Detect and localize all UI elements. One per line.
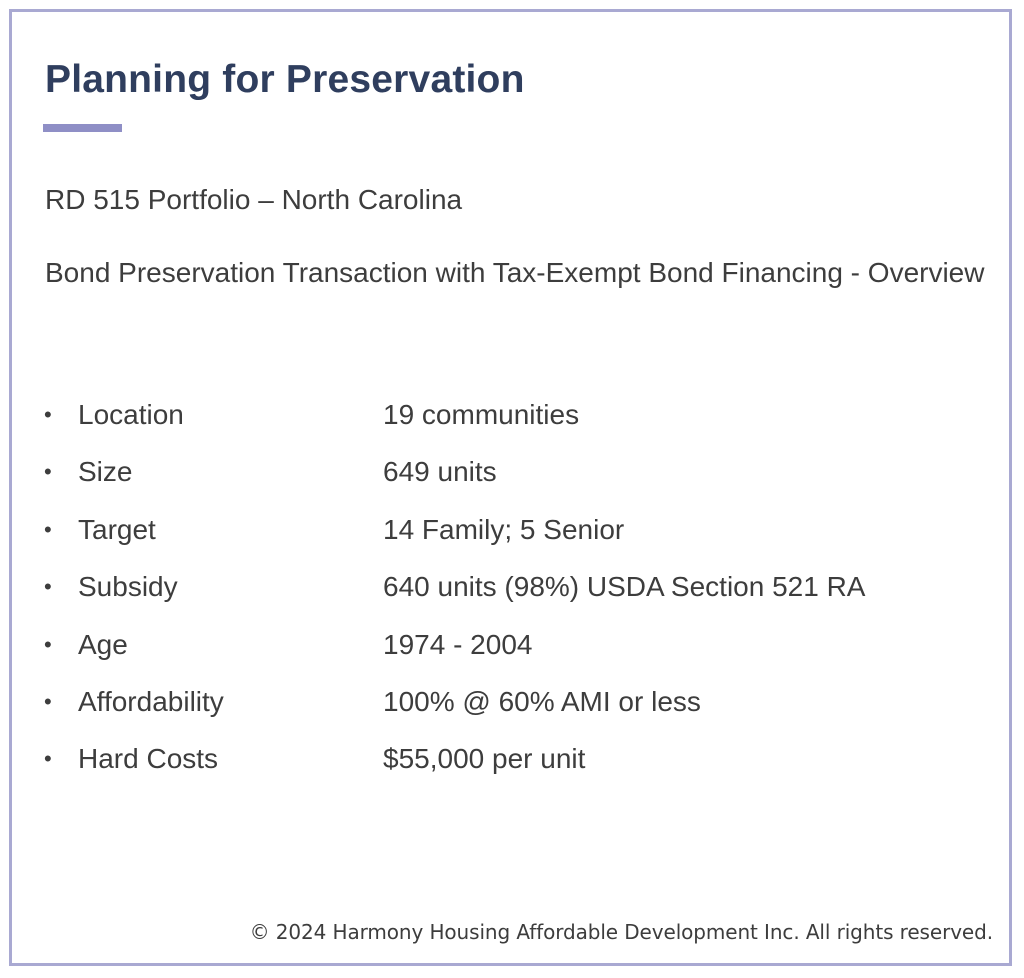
copyright-notice: © 2024 Harmony Housing Affordable Develo… bbox=[249, 920, 993, 944]
fact-row-target: • Target 14 Family; 5 Senior bbox=[0, 507, 1024, 564]
fact-row-hard-costs: • Hard Costs $55,000 per unit bbox=[0, 736, 1024, 793]
fact-row-subsidy: • Subsidy 640 units (98%) USDA Section 5… bbox=[0, 564, 1024, 621]
bullet-icon: • bbox=[44, 516, 52, 542]
bullet-icon: • bbox=[44, 574, 52, 600]
bullet-icon: • bbox=[44, 402, 52, 427]
fact-row-age: • Age 1974 - 2004 bbox=[0, 622, 1024, 679]
fact-row-affordability: • Affordability 100% @ 60% AMI or less bbox=[0, 679, 1024, 736]
slide-subtitle: RD 515 Portfolio – North Carolina bbox=[45, 184, 463, 215]
slide-title: Planning for Preservation bbox=[45, 58, 525, 101]
fact-label: Age bbox=[78, 628, 128, 660]
bullet-icon: • bbox=[44, 746, 52, 772]
fact-value: 19 communities bbox=[383, 399, 580, 430]
fact-label: Location bbox=[78, 399, 184, 430]
fact-value: 100% @ 60% AMI or less bbox=[383, 685, 701, 717]
fact-value: $55,000 per unit bbox=[383, 743, 586, 775]
fact-label: Subsidy bbox=[78, 571, 178, 603]
bullet-icon: • bbox=[44, 688, 52, 714]
bullet-icon: • bbox=[44, 459, 52, 485]
fact-label: Target bbox=[78, 513, 156, 545]
fact-label: Affordability bbox=[78, 685, 224, 717]
title-accent-rule bbox=[43, 124, 122, 132]
slide-description: Bond Preservation Transaction with Tax-E… bbox=[45, 257, 985, 288]
fact-value: 1974 - 2004 bbox=[383, 628, 533, 660]
fact-value: 14 Family; 5 Senior bbox=[383, 513, 625, 545]
slide-frame bbox=[9, 9, 1012, 966]
fact-row-location: • Location 19 communities bbox=[0, 392, 1024, 449]
fact-label: Size bbox=[78, 456, 133, 488]
fact-value: 640 units (98%) USDA Section 521 RA bbox=[383, 571, 866, 603]
facts-list: • Location 19 communities • Size 649 uni… bbox=[0, 392, 1024, 794]
fact-label: Hard Costs bbox=[78, 743, 219, 775]
fact-value: 649 units bbox=[383, 456, 497, 488]
fact-row-size: • Size 649 units bbox=[0, 449, 1024, 506]
bullet-icon: • bbox=[44, 631, 52, 657]
